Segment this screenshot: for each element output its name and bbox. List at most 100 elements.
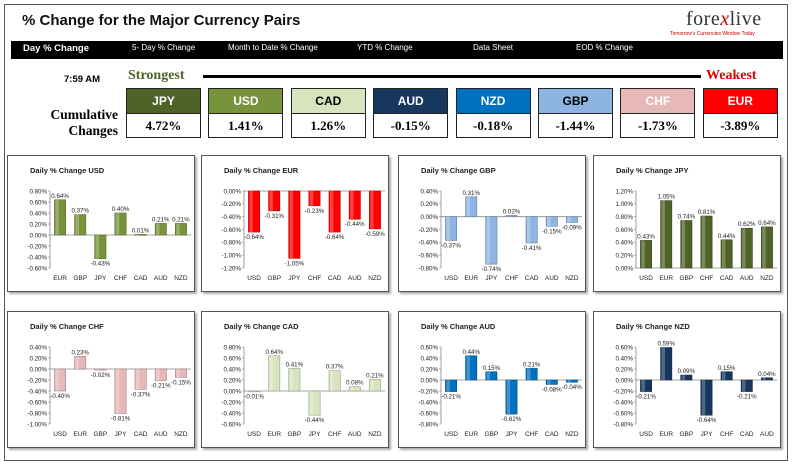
bar-cad <box>720 239 733 269</box>
data-label: 0.43% <box>637 233 655 240</box>
chart-title: Daily % Change EUR <box>224 166 299 175</box>
bar-highlight <box>681 375 686 380</box>
data-label: -0.43% <box>91 261 111 268</box>
bar-highlight <box>641 380 645 392</box>
bar-highlight <box>350 386 354 391</box>
x-tick-label: AUD <box>545 275 559 282</box>
bar-highlight <box>370 191 374 229</box>
bar-highlight <box>55 199 59 235</box>
bar-body <box>94 368 107 371</box>
nav-eod-change[interactable]: EOD % Change <box>576 43 633 52</box>
y-tick-label: 0.00% <box>223 188 241 195</box>
y-tick-label: 0.40% <box>420 355 438 362</box>
data-label: -0.23% <box>305 208 325 215</box>
bar-highlight <box>722 371 726 380</box>
y-tick-label: -0.20% <box>418 388 438 395</box>
data-label: 0.37% <box>71 208 89 215</box>
bar-body <box>288 190 301 259</box>
forexlive-logo[interactable]: forexlive Tomorrow's Currencies Window T… <box>652 8 780 40</box>
y-tick-label: 0.40% <box>615 355 633 362</box>
bar-highlight <box>742 228 746 268</box>
bar-body <box>368 379 381 392</box>
bar-highlight <box>661 347 665 380</box>
bar-body <box>54 368 67 392</box>
bar-highlight <box>115 369 120 414</box>
bar-body <box>465 196 478 217</box>
data-label: -0.01% <box>244 394 264 401</box>
x-tick-label: EUR <box>53 275 67 282</box>
bar-highlight <box>762 377 766 380</box>
nav-data-sheet[interactable]: Data Sheet <box>473 43 514 52</box>
x-tick-label: CHF <box>114 275 127 282</box>
y-tick-label: -1.20% <box>221 265 241 272</box>
bar-gbp <box>485 371 498 381</box>
currency-name: USD <box>208 88 284 114</box>
y-tick-label: 0.60% <box>420 344 438 351</box>
nav-day-change[interactable]: Day % Change <box>23 43 89 54</box>
bar-cad <box>134 368 147 390</box>
bar-cad <box>134 234 147 236</box>
bar-aud <box>154 368 167 381</box>
bar-jpy <box>700 379 713 416</box>
bar-cad <box>545 379 558 385</box>
bar-highlight <box>249 191 253 233</box>
x-tick-label: GBP <box>267 275 281 282</box>
y-tick-label: 0.60% <box>223 355 241 362</box>
y-tick-label: -0.80% <box>418 421 438 428</box>
y-tick-label: 0.20% <box>223 377 241 384</box>
nav-bar: Day % Change 5- Day % Change Month to Da… <box>11 41 783 59</box>
bar-usd <box>445 216 458 241</box>
nav-5-day-change[interactable]: 5- Day % Change <box>132 43 196 52</box>
bar-highlight <box>136 369 140 390</box>
x-tick-label: CAD <box>740 431 754 438</box>
nav-month-to-date-change[interactable]: Month to Date % Change <box>228 43 318 52</box>
bar-highlight <box>55 369 59 391</box>
x-tick-label: EUR <box>659 431 673 438</box>
x-tick-label: CHF <box>525 431 538 438</box>
y-tick-label: -0.40% <box>221 214 241 221</box>
bar-aud <box>740 227 753 269</box>
bar-body <box>760 377 773 381</box>
bar-usd <box>445 379 458 392</box>
y-tick-label: 0.80% <box>29 188 47 195</box>
data-label: 0.31% <box>462 190 480 197</box>
bar-body <box>660 200 673 269</box>
data-label: -0.04% <box>562 384 582 391</box>
chart-jpy: Daily % Change JPY 0.00% 0.20% 0.40% 0.60% 0.… <box>615 166 777 282</box>
data-label: -0.40% <box>50 393 70 400</box>
data-label: -0.21% <box>441 394 461 401</box>
x-tick-label: CAD <box>328 275 342 282</box>
x-tick-label: USD <box>639 431 653 438</box>
chart-panel-cad: Daily % Change CAD -0.60% -0.40% -0.20% 0.00… <box>201 311 389 448</box>
x-tick-label: AUD <box>740 275 754 282</box>
bar-body <box>134 368 147 390</box>
data-label: 0.62% <box>738 221 756 228</box>
y-tick-label: -1.00% <box>221 252 241 259</box>
bar-jpy <box>505 379 518 415</box>
x-tick-label: AUD <box>348 275 362 282</box>
bar-body <box>640 379 653 392</box>
y-tick-label: -0.60% <box>418 252 438 259</box>
x-tick-label: AUD <box>154 275 168 282</box>
x-tick-label: EUR <box>659 275 673 282</box>
bar-highlight <box>466 196 470 217</box>
chart-title: Daily % Change GBP <box>421 166 496 175</box>
data-label: -0.44% <box>345 221 365 228</box>
y-tick-label: -0.80% <box>27 410 47 417</box>
bar-body <box>154 223 167 236</box>
bar-body <box>545 379 558 385</box>
y-tick-label: 0.20% <box>420 201 438 208</box>
data-label: 0.59% <box>657 341 675 348</box>
data-label: 0.64% <box>758 220 776 227</box>
nav-ytd-change[interactable]: YTD % Change <box>357 43 413 52</box>
bar-body <box>720 371 733 381</box>
cumulative-value: 1.26% <box>290 114 366 138</box>
x-tick-label: JPY <box>309 431 322 438</box>
data-label: -0.41% <box>522 245 542 252</box>
bar-usd <box>54 368 67 392</box>
data-label: 0.02% <box>503 208 521 215</box>
cumulative-value: -0.18% <box>455 114 531 138</box>
chart-title: Daily % Change NZD <box>616 322 690 331</box>
chart-title: Daily % Change CAD <box>224 322 299 331</box>
bar-body <box>74 356 87 370</box>
